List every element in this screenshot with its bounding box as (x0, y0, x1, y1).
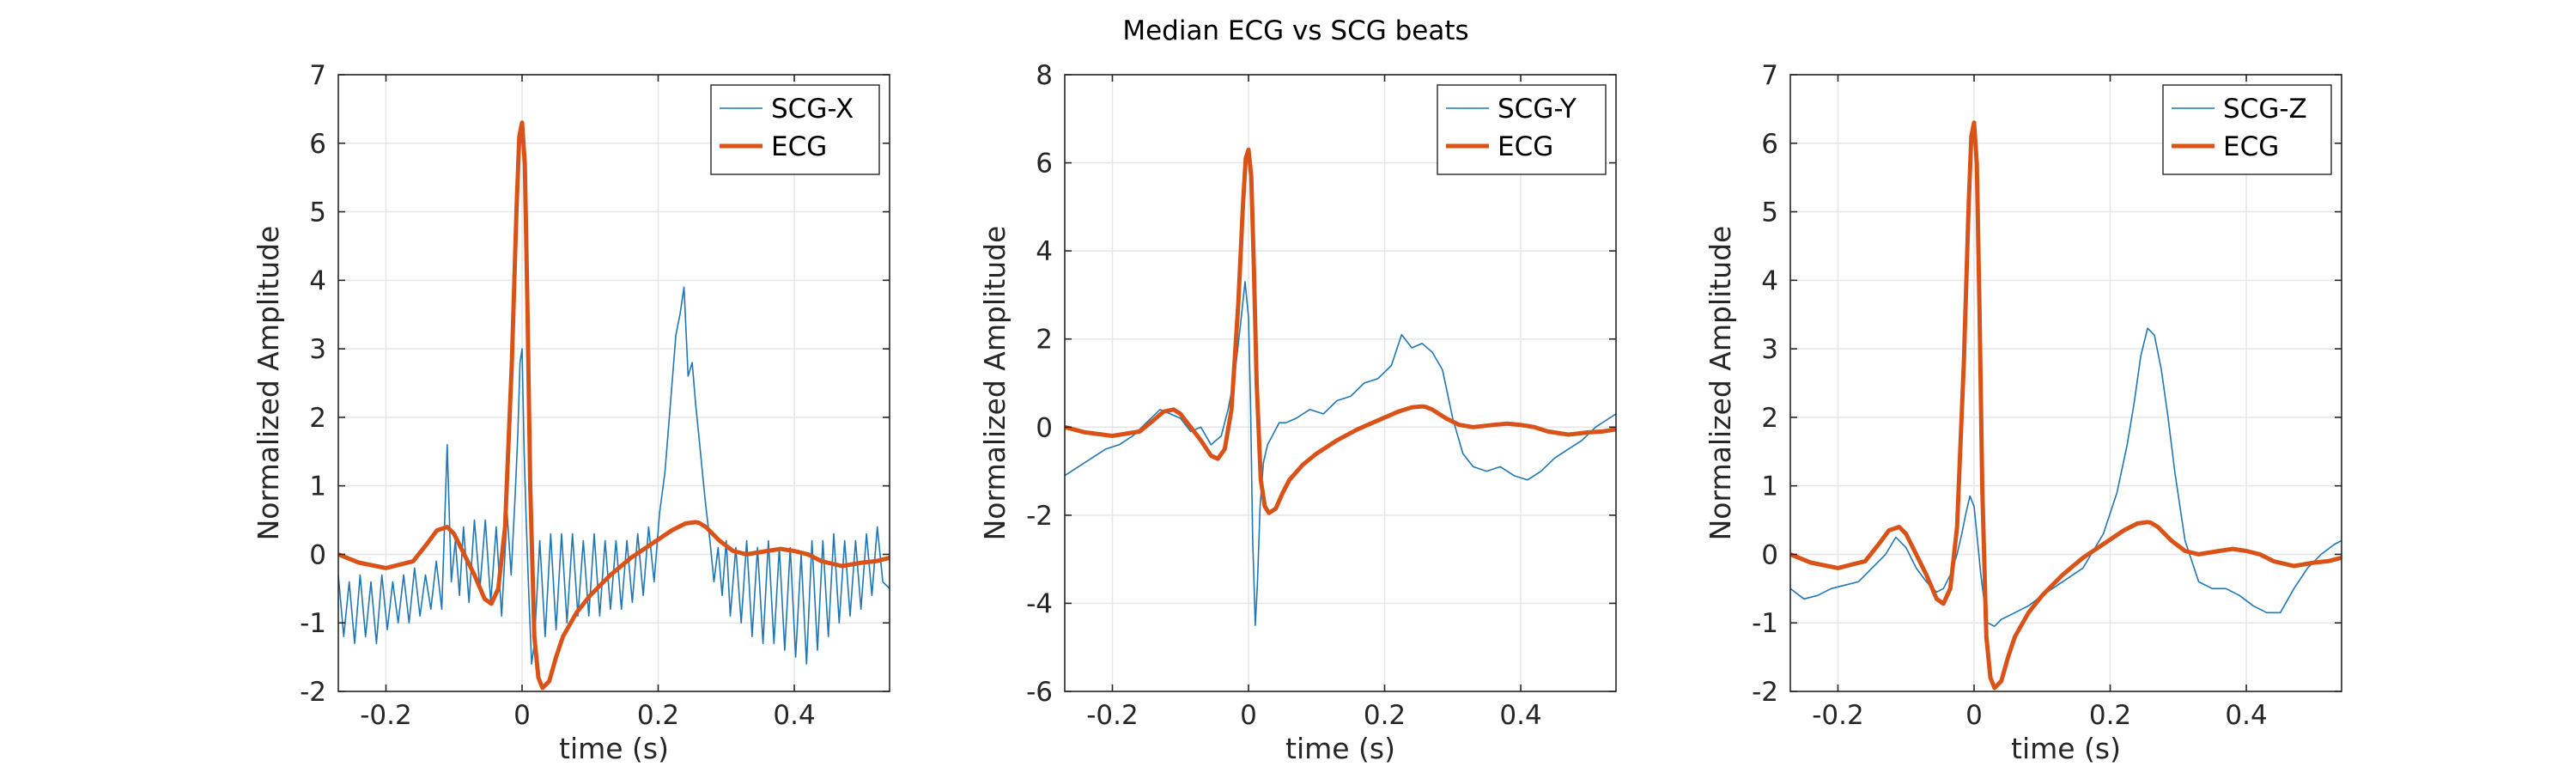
legend: SCG-Y ECG (1437, 84, 1607, 175)
y-tick-label: 5 (1761, 198, 1778, 228)
y-tick-label: 6 (1036, 149, 1053, 180)
axes-box (1789, 74, 2342, 692)
series-line-scg-y (1065, 281, 1616, 626)
x-tick-label: 0.4 (773, 700, 815, 731)
y-tick-label: -6 (1026, 677, 1053, 708)
x-axis-label: time (s) (2011, 732, 2121, 765)
x-tick-label: 0 (513, 700, 531, 731)
x-tick-label: 0.2 (637, 700, 679, 731)
subplot-left: -0.2 0 0.2 0.4 -2 -1 0 1 2 3 4 5 6 7 time (s) Normalize… (252, 60, 890, 765)
y-tick-label: 4 (1036, 236, 1053, 267)
x-axis-label: time (s) (559, 732, 669, 765)
legend: SCG-Z ECG (2162, 84, 2332, 175)
y-tick-label: 4 (309, 265, 326, 296)
legend-label-scg-z: SCG-Z (2223, 94, 2307, 125)
series-line-ecg (1065, 147, 1616, 515)
x-tick-label: 0.2 (2089, 700, 2131, 731)
y-tick-label: 7 (1761, 60, 1778, 91)
y-tick-label: -2 (300, 677, 326, 708)
x-axis-label: time (s) (1285, 732, 1395, 765)
legend-box (710, 84, 880, 175)
y-tick-label: 6 (1761, 129, 1778, 160)
y-tick-label: 3 (1761, 334, 1778, 365)
series-line-ecg (1790, 120, 2342, 691)
figure-title: Median ECG vs SCG beats (1122, 15, 1468, 46)
y-tick-label: 2 (1761, 403, 1778, 434)
y-tick-label: -1 (1752, 608, 1778, 639)
x-tick-label: 0 (1965, 700, 1983, 731)
legend-label-ecg: ECG (2223, 131, 2279, 162)
x-tick-label: -0.2 (1812, 700, 1864, 731)
x-tick-label: 0.4 (1499, 700, 1541, 731)
y-tick-label: 0 (1761, 539, 1778, 570)
x-tick-label: 0.4 (2225, 700, 2267, 731)
y-tick-label: 5 (309, 198, 326, 228)
y-tick-label: 4 (1761, 265, 1778, 296)
y-tick-label: 2 (309, 403, 326, 434)
y-tick-label: 8 (1036, 60, 1053, 91)
y-tick-label: -2 (1752, 677, 1778, 708)
legend-label-scg-x: SCG-X (771, 94, 854, 125)
x-tick-label: 0.2 (1364, 700, 1406, 731)
y-axis-label: Normalized Amplitude (978, 226, 1012, 541)
subplots: -0.2 0 0.2 0.4 -2 -1 0 1 2 3 4 5 6 7 time (s) Normalize… (252, 60, 2342, 765)
subplot-middle: -0.2 0 0.2 0.4 -6 -4 -2 0 2 4 6 8 time (s) Normalized… (978, 60, 1617, 765)
y-tick-label: 2 (1036, 325, 1053, 356)
axes-box (337, 74, 890, 692)
x-tick-label: 0 (1240, 700, 1257, 731)
x-tick-label: -0.2 (1086, 700, 1139, 731)
y-tick-label: -1 (300, 608, 326, 639)
y-axis-label: Normalized Amplitude (1704, 226, 1737, 541)
y-tick-label: 1 (309, 472, 326, 502)
y-tick-label: 0 (309, 539, 326, 570)
y-tick-label: 1 (1761, 472, 1778, 502)
y-tick-label: -2 (1026, 501, 1053, 532)
subplot-right: -0.2 0 0.2 0.4 -2 -1 0 1 2 3 4 5 6 7 time (s) Normalize… (1704, 60, 2342, 765)
y-tick-label: -4 (1026, 588, 1053, 619)
x-tick-label: -0.2 (360, 700, 412, 731)
legend-label-ecg: ECG (1498, 131, 1553, 162)
y-tick-label: 3 (309, 334, 326, 365)
series-line-ecg (338, 120, 890, 691)
legend-box (1437, 84, 1607, 175)
legend-label-scg-y: SCG-Y (1498, 94, 1577, 125)
series-line-scg-z (1790, 327, 2342, 628)
legend: SCG-X ECG (710, 84, 880, 175)
y-tick-label: 6 (309, 129, 326, 160)
y-tick-label: 7 (309, 60, 326, 91)
legend-label-ecg: ECG (771, 131, 827, 162)
y-axis-label: Normalized Amplitude (252, 226, 285, 541)
legend-box (2162, 84, 2332, 175)
y-tick-label: 0 (1036, 412, 1053, 443)
axes-box (1064, 74, 1617, 692)
